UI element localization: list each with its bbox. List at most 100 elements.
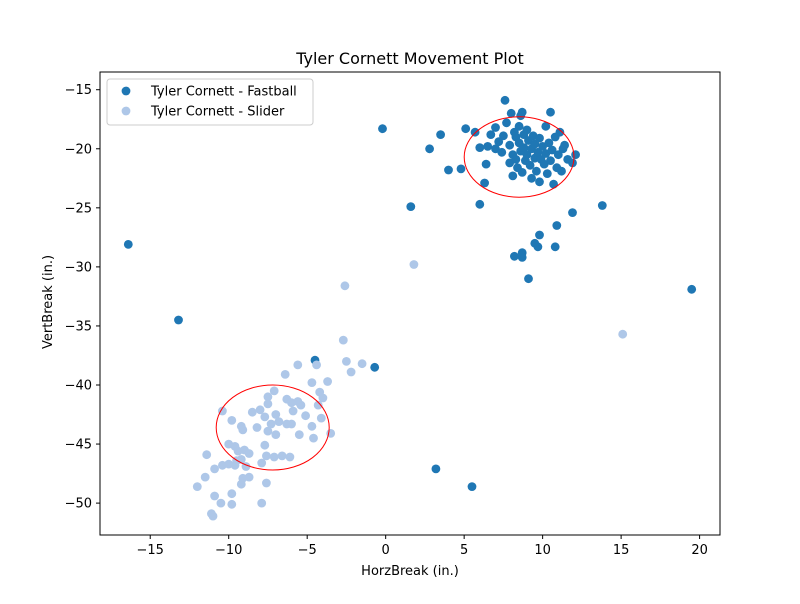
legend-marker (121, 86, 131, 96)
scatter-point (342, 357, 351, 366)
scatter-point (546, 156, 555, 166)
scatter-point (425, 144, 434, 154)
scatter-point (568, 208, 577, 218)
scatter-point (238, 425, 248, 435)
scatter-point (524, 274, 533, 284)
scatter-point (557, 166, 566, 176)
scatter-point (571, 150, 580, 160)
scatter-point (210, 464, 220, 474)
scatter-point (542, 169, 552, 179)
scatter-point (483, 142, 493, 151)
scatter-point (555, 127, 565, 137)
scatter-point (535, 230, 544, 240)
scatter-point (517, 253, 527, 262)
scatter-point (263, 426, 273, 436)
scatter-point (218, 406, 227, 416)
x-tick-label: 20 (691, 543, 708, 558)
scatter-point (227, 416, 237, 425)
scatter-point (406, 202, 416, 212)
scatter-point (255, 405, 265, 415)
series-0 (123, 95, 697, 491)
scatter-point (227, 489, 237, 499)
scatter-point (123, 240, 133, 249)
scatter-point (263, 399, 273, 409)
scatter-point (546, 107, 555, 117)
scatter-point (506, 108, 516, 118)
scatter-point (280, 370, 290, 379)
scatter-point (519, 143, 529, 153)
scatter-point (500, 95, 510, 105)
scatter-point (533, 147, 543, 157)
scatter-point (467, 482, 477, 491)
scatter-point (522, 150, 532, 160)
scatter-point (618, 329, 628, 339)
legend: Tyler Cornett - Fastball Tyler Cornett - … (106, 78, 314, 126)
scatter-point (553, 150, 563, 160)
scatter-point (525, 160, 535, 170)
scatter-point (687, 284, 697, 294)
legend-marker (121, 106, 131, 116)
scatter-point (174, 315, 183, 325)
scatter-point (312, 360, 321, 370)
scatter-point (307, 421, 317, 431)
scatter-point (357, 359, 367, 369)
x-tick-label: 5 (460, 543, 468, 558)
scatter-point (260, 412, 270, 422)
y-tick-label: −50 (65, 497, 92, 512)
scatter-point (288, 406, 298, 416)
scatter-point (378, 124, 387, 134)
scatter-point (269, 386, 279, 396)
scatter-point (530, 238, 540, 248)
scatter-point (370, 362, 380, 372)
scatter-point (444, 165, 453, 175)
scatter-point (486, 130, 496, 140)
scatter-point (216, 498, 226, 508)
scatter-point (296, 400, 306, 410)
series-1 (192, 260, 628, 521)
scatter-point (346, 367, 356, 377)
scatter-point (508, 171, 518, 181)
scatter-point (547, 145, 557, 155)
x-axis-label: HorzBreak (in.) (361, 564, 459, 579)
scatter-point (544, 138, 554, 148)
y-tick-label: −15 (65, 83, 92, 98)
scatter-point (535, 177, 544, 187)
scatter-point (287, 419, 296, 429)
chart-title: Tyler Cornett Movement Plot (295, 49, 524, 68)
scatter-point (227, 499, 237, 509)
scatter-point (318, 393, 328, 403)
scatter-point (494, 137, 504, 147)
scatter-point (497, 147, 507, 157)
cluster-ellipse (215, 384, 330, 471)
scatter-point (252, 423, 262, 432)
scatter-point (338, 335, 348, 345)
scatter-point (244, 449, 254, 458)
scatter-point (294, 430, 304, 439)
x-tick-label: −5 (298, 543, 317, 558)
scatter-point (340, 281, 350, 291)
legend-label: Tyler Cornett - Fastball (150, 85, 297, 100)
scatter-point (499, 131, 508, 141)
scatter-point (200, 472, 210, 482)
scatter-point (549, 179, 558, 189)
x-tick-label: 10 (534, 543, 551, 558)
scatter-point (510, 251, 519, 261)
scatter-point (236, 479, 246, 489)
scatter-point (409, 260, 419, 269)
scatter-point (269, 452, 279, 462)
scatter-point (257, 458, 267, 468)
plot-marks (123, 95, 697, 521)
scatter-point (530, 139, 540, 149)
legend-box (106, 78, 314, 126)
scatter-point (260, 440, 270, 450)
y-tick-label: −20 (65, 142, 92, 157)
scatter-point (456, 164, 466, 174)
axis-ticks: −15 −10 −5 0 5 10 15 20−15−20−25−30−35−40−45−50 (65, 83, 708, 558)
scatter-point (263, 392, 273, 402)
scatter-point (480, 178, 489, 188)
scatter-point (307, 378, 317, 387)
scatter-point (244, 472, 254, 482)
scatter-point (560, 140, 569, 150)
scatter-point (522, 125, 532, 135)
